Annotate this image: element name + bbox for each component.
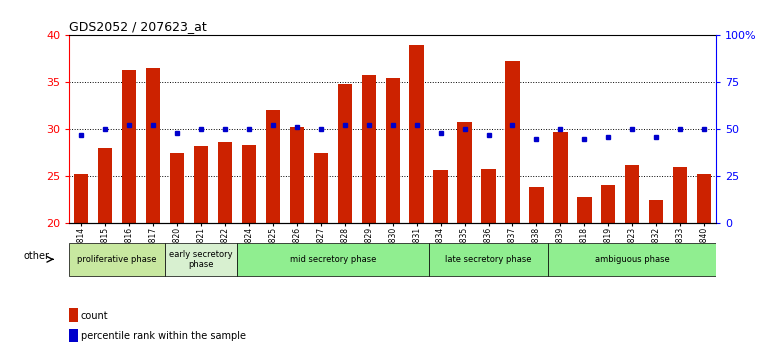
- FancyBboxPatch shape: [237, 242, 429, 276]
- Bar: [170, 153, 184, 223]
- Bar: [146, 68, 160, 223]
- Bar: [98, 148, 112, 223]
- FancyBboxPatch shape: [429, 242, 548, 276]
- Bar: [481, 169, 496, 223]
- Text: proliferative phase: proliferative phase: [78, 255, 157, 264]
- Bar: [673, 167, 688, 223]
- Text: late secretory phase: late secretory phase: [445, 255, 532, 264]
- Bar: [69, 329, 78, 342]
- FancyBboxPatch shape: [548, 242, 716, 276]
- Bar: [601, 184, 615, 223]
- Text: other: other: [24, 251, 50, 261]
- Bar: [553, 132, 567, 223]
- FancyBboxPatch shape: [165, 242, 237, 276]
- Bar: [74, 174, 89, 223]
- Text: count: count: [81, 310, 109, 321]
- Bar: [69, 308, 78, 321]
- Bar: [194, 146, 208, 223]
- Text: mid secretory phase: mid secretory phase: [290, 255, 376, 264]
- Bar: [386, 78, 400, 223]
- Bar: [529, 187, 544, 223]
- FancyBboxPatch shape: [69, 242, 165, 276]
- Bar: [457, 122, 472, 223]
- Bar: [625, 165, 639, 223]
- Text: percentile rank within the sample: percentile rank within the sample: [81, 331, 246, 341]
- Text: GDS2052 / 207623_at: GDS2052 / 207623_at: [69, 20, 207, 33]
- Bar: [649, 200, 664, 223]
- Text: early secretory
phase: early secretory phase: [169, 250, 233, 269]
- Bar: [410, 45, 424, 223]
- Bar: [266, 110, 280, 223]
- Bar: [505, 61, 520, 223]
- Bar: [218, 142, 233, 223]
- Bar: [434, 171, 448, 223]
- Bar: [290, 127, 304, 223]
- Bar: [362, 75, 376, 223]
- Bar: [242, 145, 256, 223]
- Bar: [122, 70, 136, 223]
- Bar: [578, 197, 591, 223]
- Bar: [313, 153, 328, 223]
- Text: ambiguous phase: ambiguous phase: [595, 255, 670, 264]
- Bar: [697, 174, 711, 223]
- Bar: [337, 84, 352, 223]
